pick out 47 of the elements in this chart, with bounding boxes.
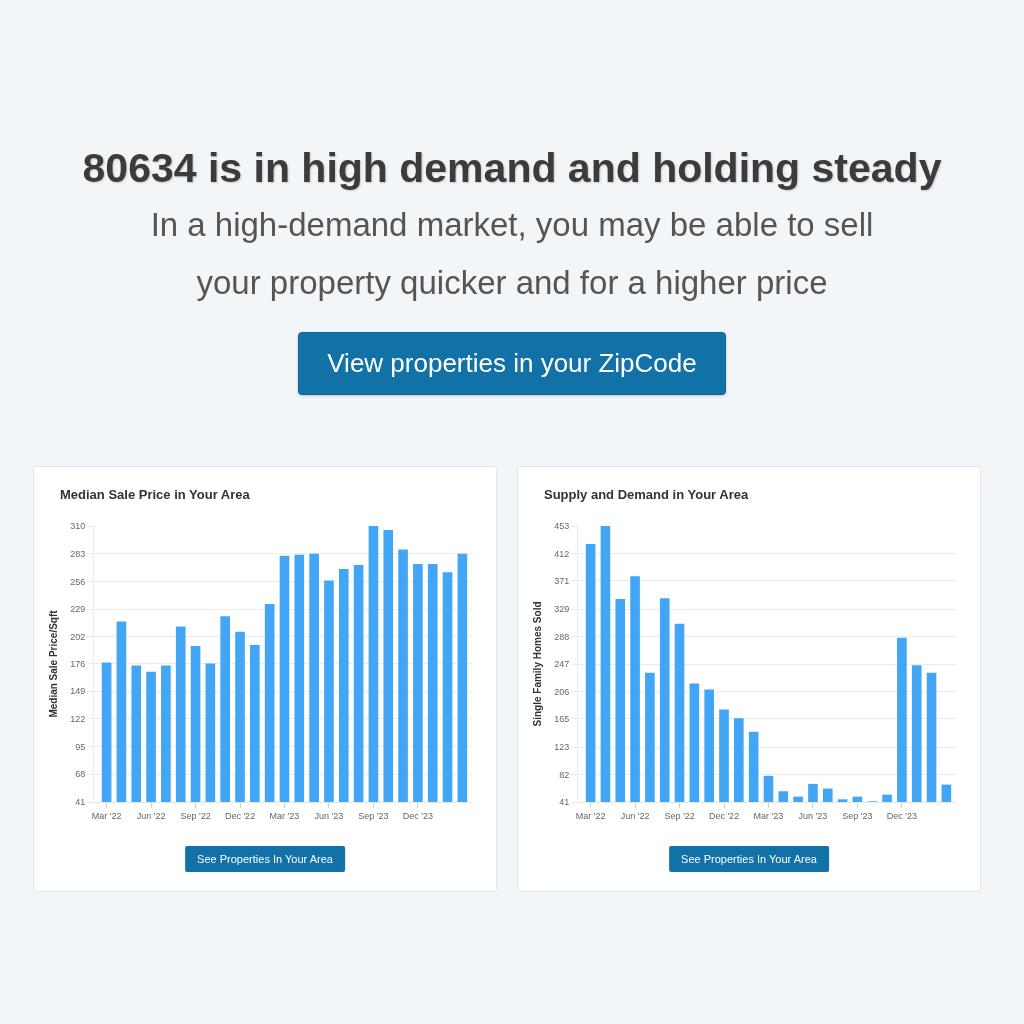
x-tick-label: Mar '22 (91, 810, 122, 821)
y-tick-label: 371 (554, 576, 570, 587)
y-tick-label: 256 (70, 576, 86, 587)
y-tick-label: 149 (70, 686, 86, 697)
y-tick-label: 283 (70, 548, 86, 559)
x-tick-label: Sep '23 (842, 810, 873, 821)
see-properties-button[interactable]: See Properties In Your Area (185, 846, 345, 872)
x-tick-label: Dec '23 (402, 810, 434, 821)
y-tick-label: 41 (559, 797, 570, 808)
y-tick-label: 41 (75, 797, 86, 808)
x-tick-label: Mar '23 (753, 810, 784, 821)
see-properties-button[interactable]: See Properties In Your Area (669, 846, 829, 872)
y-axis-title: Single Family Homes Sold (532, 601, 544, 727)
x-tick-label: Dec '22 (708, 810, 740, 821)
y-tick-label: 82 (559, 769, 570, 780)
x-tick-label: Sep '23 (358, 810, 389, 821)
y-tick-label: 310 (70, 521, 86, 532)
y-tick-label: 412 (554, 548, 570, 559)
view-properties-button[interactable]: View properties in your ZipCode (298, 332, 726, 395)
y-tick-label: 165 (554, 714, 570, 725)
x-tick-label: Dec '23 (886, 810, 918, 821)
y-tick-label: 288 (554, 631, 570, 642)
x-tick-label: Jun '22 (620, 810, 650, 821)
text: In a high-demand market, you may be able to sell your property quicker and for a higher price (149, 205, 875, 303)
y-tick-label: 206 (554, 686, 570, 697)
y-tick-label: 247 (554, 659, 570, 670)
y-tick-label: 123 (554, 742, 570, 753)
text: 80634 is in high demand and holding steady (81, 144, 943, 193)
y-tick-label: 176 (70, 658, 86, 669)
y-tick-label: 122 (70, 714, 86, 725)
x-tick-label: Mar '23 (269, 810, 300, 821)
y-tick-label: 453 (554, 521, 570, 532)
x-tick-label: Jun '23 (798, 810, 828, 821)
x-tick-label: Sep '22 (664, 810, 695, 821)
y-tick-label: 68 (75, 769, 86, 780)
chart-title: Median Sale Price in Your Area (60, 486, 251, 502)
y-tick-label: 95 (75, 741, 86, 752)
y-tick-label: 229 (70, 604, 86, 615)
x-tick-label: Jun '23 (314, 810, 344, 821)
x-tick-label: Mar '22 (575, 810, 606, 821)
y-tick-label: 329 (554, 604, 570, 615)
y-tick-label: 202 (70, 631, 86, 642)
x-tick-label: Dec '22 (224, 810, 256, 821)
x-tick-label: Jun '22 (136, 810, 166, 821)
x-tick-label: Sep '22 (180, 810, 211, 821)
chart-title: Supply and Demand in Your Area (544, 486, 749, 502)
y-axis-title: Median Sale Price/Sqft (48, 609, 60, 718)
